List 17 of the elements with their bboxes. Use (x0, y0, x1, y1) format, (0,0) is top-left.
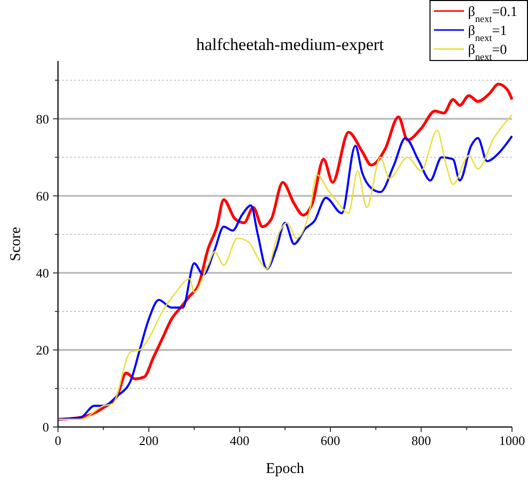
x-axis-title: Epoch (266, 461, 305, 477)
y-tick-label: 80 (36, 111, 49, 126)
x-tick-label: 200 (139, 433, 159, 448)
x-tick-label: 1000 (499, 433, 525, 448)
y-tick-label: 60 (36, 188, 49, 204)
x-tick-label: 400 (230, 433, 250, 448)
chart-title: halfcheetah-medium-expert (196, 35, 384, 54)
x-tick-label: 0 (54, 433, 62, 448)
legend-label: β$_{next}$=1 (468, 24, 507, 44)
y-tick-label: 0 (42, 420, 49, 434)
legend-label: β$_{next}$=0 (468, 43, 507, 62)
x-tick-label: 600 (320, 433, 340, 448)
x-tick-label: 800 (411, 433, 431, 448)
y-tick-label: 40 (36, 265, 49, 280)
legend-label: β$_{next}$=0.1 (468, 5, 518, 24)
y-tick-label: 20 (36, 342, 49, 358)
y-axis-title: Score (8, 226, 24, 262)
